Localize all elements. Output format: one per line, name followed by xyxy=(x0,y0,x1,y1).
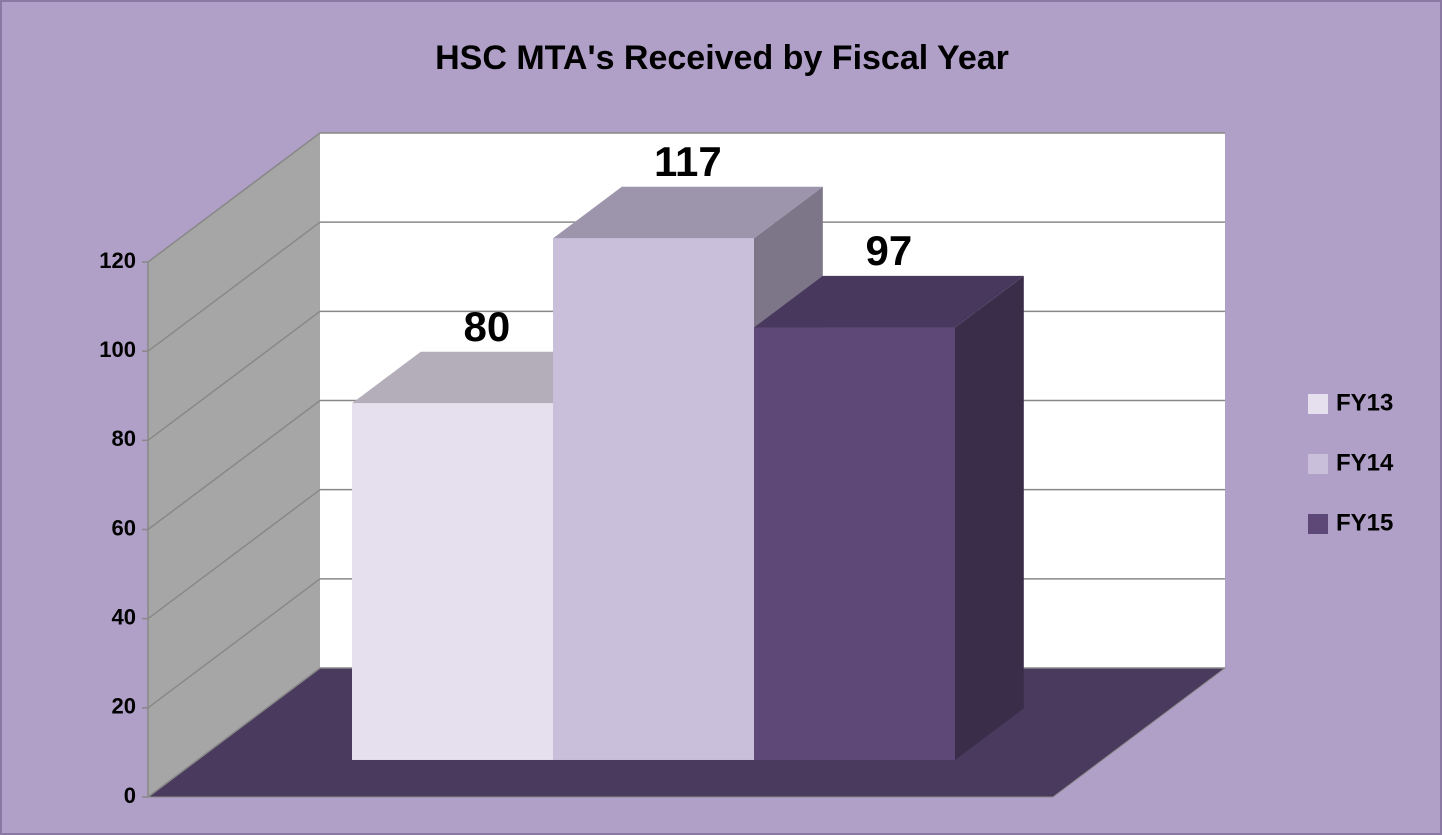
data-label: 97 xyxy=(866,227,913,274)
chart-title: HSC MTA's Received by Fiscal Year xyxy=(435,39,1009,77)
data-label: 117 xyxy=(654,138,722,185)
y-tick-label: 20 xyxy=(112,694,136,719)
grid-line xyxy=(147,221,321,352)
legend-label: FY14 xyxy=(1336,449,1394,476)
y-tick-label: 40 xyxy=(112,604,136,629)
grid-line xyxy=(147,578,321,709)
y-tick-label: 80 xyxy=(112,426,136,451)
bar xyxy=(553,238,754,760)
y-tick-label: 60 xyxy=(112,515,136,540)
bar xyxy=(754,327,955,760)
data-label: 80 xyxy=(464,303,511,350)
y-tick-label: 120 xyxy=(99,248,136,273)
grid-line xyxy=(147,310,321,441)
legend-label: FY13 xyxy=(1336,389,1393,416)
y-tick-label: 100 xyxy=(99,337,136,362)
legend-label: FY15 xyxy=(1336,509,1393,536)
legend-swatch xyxy=(1308,394,1328,414)
legend-swatch xyxy=(1308,454,1328,474)
bar-side xyxy=(955,275,1024,760)
bar-top xyxy=(553,186,823,239)
y-tick-label: 0 xyxy=(124,783,136,808)
grid-line xyxy=(147,399,321,531)
bar xyxy=(352,403,553,760)
grid-line xyxy=(147,667,321,798)
grid-line xyxy=(147,132,321,263)
legend-swatch xyxy=(1308,514,1328,534)
grid-line xyxy=(147,489,321,620)
bar-top xyxy=(754,275,1024,328)
